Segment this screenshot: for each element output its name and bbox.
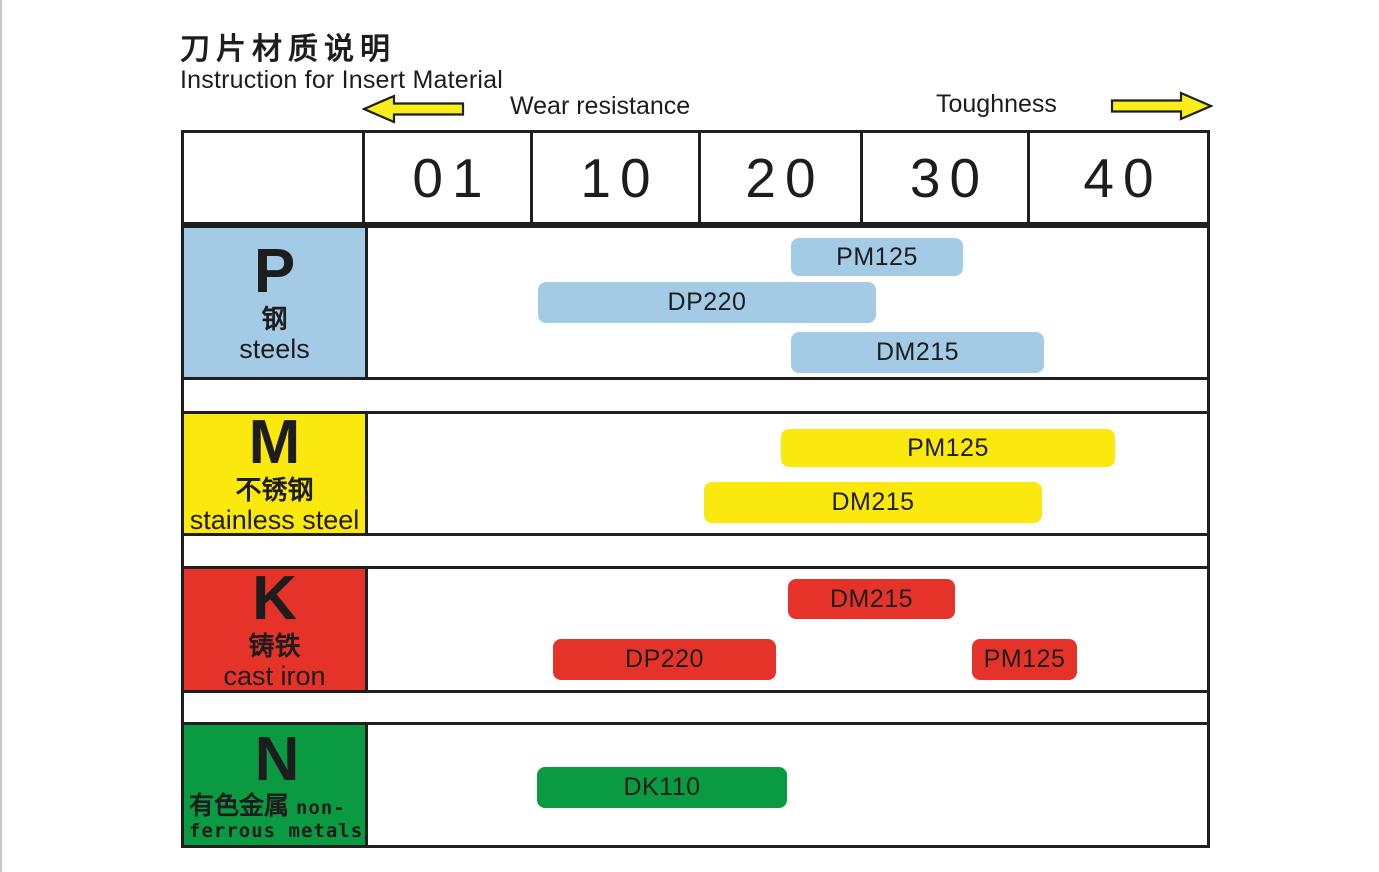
table-side-border — [1207, 536, 1210, 566]
row-band-p: P 钢 steels PM125 DP220 DM215 — [181, 225, 1210, 380]
page-title-zh: 刀片材质说明 — [180, 33, 396, 66]
row-label-line: 钢 — [261, 303, 288, 334]
row-label-line: 铸铁 — [248, 630, 301, 661]
bar-label: PM125 — [907, 433, 989, 462]
bar-pm125: PM125 — [781, 429, 1115, 467]
row-label-line: P — [253, 236, 296, 306]
bar-dk110: DK110 — [537, 767, 787, 808]
table-side-border — [181, 380, 184, 411]
row-label-line: 不锈钢 — [235, 474, 314, 505]
bar-dm215: DM215 — [704, 482, 1042, 523]
row-band-k: K 铸铁 cast iron DM215 DP220 PM125 — [181, 566, 1210, 693]
bar-pm125: PM125 — [791, 238, 963, 276]
bar-label: DM215 — [875, 338, 960, 366]
bar-label: DP220 — [625, 645, 704, 673]
row-label-m: M 不锈钢 stainless steel — [184, 407, 368, 535]
wear-direction-arrow-icon — [361, 94, 465, 129]
table-side-border — [181, 536, 184, 566]
table-side-border — [1207, 380, 1210, 411]
bar-area-m: PM125 DM215 — [368, 414, 1207, 533]
table-side-border — [1207, 693, 1210, 722]
bar-pm125: PM125 — [972, 639, 1077, 680]
wear-resistance-label: Wear resistance — [510, 92, 691, 120]
row-label-p: P 钢 steels — [184, 228, 368, 377]
bar-area-k: DM215 DP220 PM125 — [368, 569, 1207, 690]
row-label-line: cast iron — [223, 660, 326, 691]
row-band-m: M 不锈钢 stainless steel PM125 DM215 — [181, 411, 1210, 536]
header-cell-10: 10 — [533, 133, 701, 222]
bar-label: DM215 — [829, 584, 914, 613]
header-cell-40: 40 — [1083, 146, 1163, 209]
bar-label: DP220 — [667, 288, 747, 316]
bar-dm215: DM215 — [791, 332, 1044, 373]
row-label-n: N 有色金属 non-ferrous metals — [184, 725, 368, 845]
header-cell-empty — [184, 133, 365, 222]
row-label-zh: 有色金属 — [189, 791, 296, 820]
row-label-line: 有色金属 non- — [189, 791, 346, 820]
bar-label: PM125 — [983, 645, 1066, 673]
row-label-line: N — [254, 724, 300, 794]
row-label-line: stainless steel — [189, 504, 360, 535]
header-cell-01: 01 — [365, 133, 533, 222]
row-label-line: M — [248, 407, 301, 477]
header-cell-30: 30 — [863, 133, 1030, 222]
row-band-n: N 有色金属 non-ferrous metals DK110 — [181, 722, 1210, 848]
bar-dm215: DM215 — [788, 579, 955, 619]
bar-dp220: DP220 — [538, 282, 876, 323]
header-cell-20: 20 — [701, 133, 863, 222]
row-label-en: non- — [295, 796, 346, 819]
toughness-label: Toughness — [936, 90, 1057, 118]
table-header: 01 10 20 30 40 — [181, 130, 1210, 225]
bar-label: DK110 — [623, 773, 701, 801]
bar-label: DM215 — [831, 488, 915, 516]
row-label-k: K 铸铁 cast iron — [184, 563, 368, 691]
row-label-line: ferrous metals — [189, 819, 364, 842]
page-title-en: Instruction for Insert Material — [180, 66, 503, 94]
bar-dp220: DP220 — [553, 639, 776, 680]
bar-area-n: DK110 — [368, 725, 1207, 845]
page-edge-line — [0, 0, 2, 872]
toughness-direction-arrow-icon — [1110, 91, 1214, 126]
bar-label: PM125 — [836, 242, 918, 271]
row-label-line: K — [252, 563, 297, 633]
bar-area-p: PM125 DP220 DM215 — [368, 228, 1207, 377]
table-side-border — [181, 693, 184, 722]
row-label-line: steels — [239, 333, 310, 364]
